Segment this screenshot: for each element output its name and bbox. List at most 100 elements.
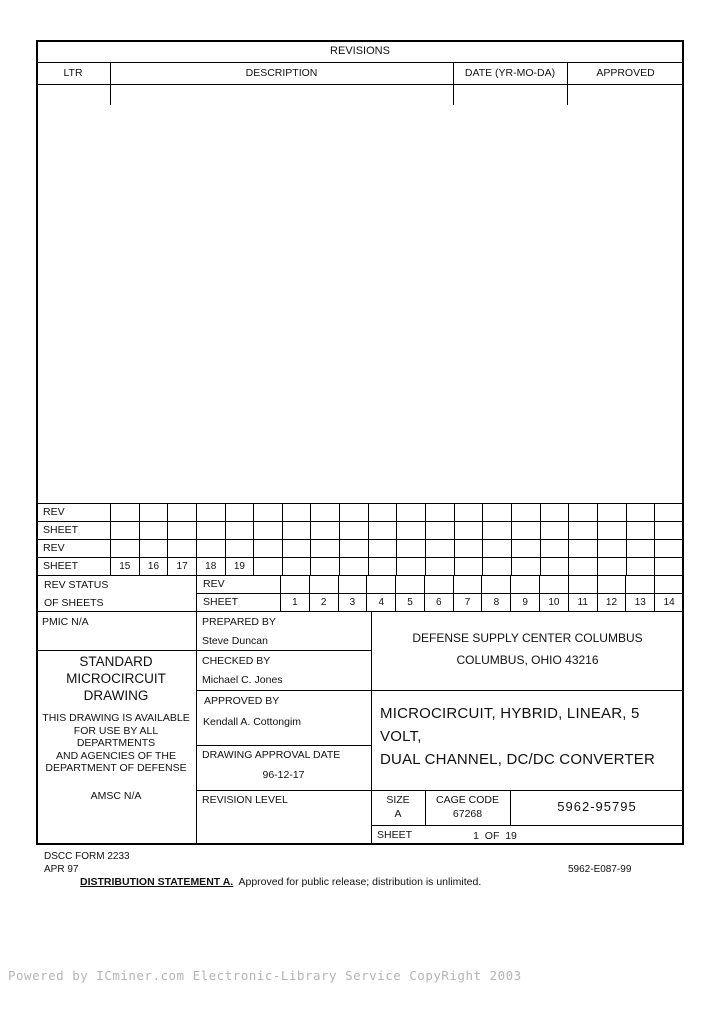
grid-cell bbox=[167, 539, 197, 558]
sheet-number-cell: 15 bbox=[110, 557, 140, 576]
grid-cell bbox=[567, 575, 598, 594]
grid-cell bbox=[510, 539, 541, 558]
grid-cell bbox=[110, 539, 140, 558]
grid-cell bbox=[310, 503, 341, 522]
grid-cell bbox=[596, 503, 627, 522]
grid-cell bbox=[568, 539, 598, 558]
date-title-bottom-line bbox=[196, 790, 684, 791]
revisions-col-description: DESCRIPTION bbox=[245, 67, 318, 79]
grid-cell bbox=[423, 575, 454, 594]
lower-rev-row: REV bbox=[196, 575, 684, 594]
sheet-number-cell: 6 bbox=[423, 593, 454, 612]
middle-column-divider bbox=[371, 611, 372, 845]
availability-line: DEPARTMENT OF DEFENSE bbox=[45, 762, 187, 774]
checked-agency-bottom-line bbox=[196, 690, 684, 691]
grid-cell bbox=[453, 521, 484, 540]
grid-cell bbox=[253, 521, 283, 540]
row-label: SHEET bbox=[196, 593, 281, 612]
grid-cell bbox=[596, 539, 627, 558]
grid-cell bbox=[596, 521, 627, 540]
grid-cell bbox=[337, 575, 368, 594]
revisions-title-underline bbox=[36, 62, 684, 63]
pmic-note: PMIC N/A bbox=[42, 616, 89, 628]
grid-cell bbox=[224, 521, 255, 540]
revisions-col-approved: APPROVED bbox=[596, 67, 655, 79]
grid-cell bbox=[195, 539, 226, 558]
distribution-statement: DISTRIBUTION STATEMENT A. Approved for p… bbox=[80, 876, 481, 888]
grid-cell bbox=[195, 503, 226, 522]
grid-cell bbox=[167, 503, 197, 522]
grid-cell bbox=[453, 503, 484, 522]
grid-cell bbox=[138, 521, 169, 540]
cage-code-value: 67268 bbox=[452, 808, 483, 820]
grid-cell bbox=[310, 521, 341, 540]
document-number: 5962-95795 bbox=[557, 799, 637, 814]
grid-cell bbox=[510, 575, 541, 594]
grid-cell bbox=[224, 503, 255, 522]
grid-cell bbox=[367, 503, 398, 522]
grid-cell bbox=[366, 575, 397, 594]
row-label: SHEET bbox=[36, 521, 111, 540]
revision-level-label: REVISION LEVEL bbox=[202, 794, 288, 806]
sheet-number-cell: 16 bbox=[138, 557, 169, 576]
sheet-number-cell: 7 bbox=[452, 593, 483, 612]
sheet-number-cell: 4 bbox=[366, 593, 397, 612]
grid-cell bbox=[625, 503, 656, 522]
size-value: A bbox=[394, 808, 402, 820]
lower-sheet-row: SHEET 1 2 3 4 5 6 7 8 9 10 11 12 13 14 bbox=[196, 593, 684, 612]
grid-cell bbox=[339, 557, 369, 576]
sheet-number-cell: 9 bbox=[510, 593, 541, 612]
grid-cell bbox=[281, 503, 312, 522]
grid-cell bbox=[281, 521, 312, 540]
sheet-number-cell: 12 bbox=[596, 593, 627, 612]
standard-microcircuit-drawing-label: STANDARD MICROCIRCUIT DRAWING bbox=[36, 653, 196, 704]
grid-cell bbox=[425, 557, 455, 576]
grid-cell bbox=[596, 557, 627, 576]
sheet-number-cell: 19 bbox=[224, 557, 255, 576]
grid-cell bbox=[110, 503, 140, 522]
rev-status-label-line2: OF SHEETS bbox=[44, 597, 104, 609]
grid-cell bbox=[654, 575, 684, 594]
smd-line1: STANDARD bbox=[79, 654, 153, 669]
grid-cell bbox=[308, 575, 339, 594]
grid-cell bbox=[367, 557, 398, 576]
grid-cell bbox=[339, 503, 369, 522]
grid-cell bbox=[395, 575, 425, 594]
grid-cell bbox=[167, 521, 197, 540]
availability-statement: THIS DRAWING IS AVAILABLE FOR USE BY ALL… bbox=[36, 712, 196, 775]
size-row-bottom-line bbox=[371, 825, 684, 826]
row-label: REV bbox=[196, 575, 281, 594]
revisions-header-underline bbox=[36, 84, 684, 85]
sheet-number-cell: 1 bbox=[280, 593, 310, 612]
grid-cell bbox=[654, 539, 684, 558]
grid-cell bbox=[339, 539, 369, 558]
form-number: DSCC FORM 2233 bbox=[44, 851, 130, 862]
availability-line: DEPARTMENTS bbox=[76, 737, 156, 749]
grid-cell bbox=[253, 539, 283, 558]
grid-cell bbox=[625, 557, 656, 576]
agency-line1: DEFENSE SUPPLY CENTER COLUMBUS bbox=[412, 631, 643, 645]
grid-cell bbox=[482, 503, 512, 522]
grid-cell bbox=[510, 503, 541, 522]
grid-cell bbox=[539, 557, 570, 576]
grid-cell bbox=[396, 539, 427, 558]
sheet-label: SHEET bbox=[377, 829, 413, 841]
grid-cell bbox=[625, 521, 656, 540]
grid-cell bbox=[654, 521, 684, 540]
revisions-col-date: DATE (YR-MO-DA) bbox=[464, 67, 556, 79]
availability-line: FOR USE BY ALL bbox=[73, 724, 159, 737]
grid-cell bbox=[539, 503, 570, 522]
rev-status-lower-grid: REV SHEET 1 2 3 4 5 6 7 8 9 10 11 12 13 14 bbox=[196, 575, 684, 612]
left-column-divider bbox=[196, 575, 197, 845]
approved-by-name: Kendall A. Cottongim bbox=[203, 716, 302, 728]
grid-cell bbox=[281, 557, 312, 576]
sheet-value: 1 OF 19 bbox=[473, 830, 517, 842]
form-date: APR 97 bbox=[44, 864, 79, 875]
grid-cell bbox=[281, 539, 312, 558]
upper-sheet-row-1: SHEET bbox=[36, 521, 684, 540]
rev-status-label-line1: REV STATUS bbox=[44, 579, 109, 591]
checked-by-label: CHECKED BY bbox=[202, 655, 271, 667]
agency-name-block: DEFENSE SUPPLY CENTER COLUMBUS COLUMBUS,… bbox=[371, 627, 684, 671]
sheet-number-cell: 11 bbox=[567, 593, 598, 612]
grid-cell bbox=[367, 521, 398, 540]
